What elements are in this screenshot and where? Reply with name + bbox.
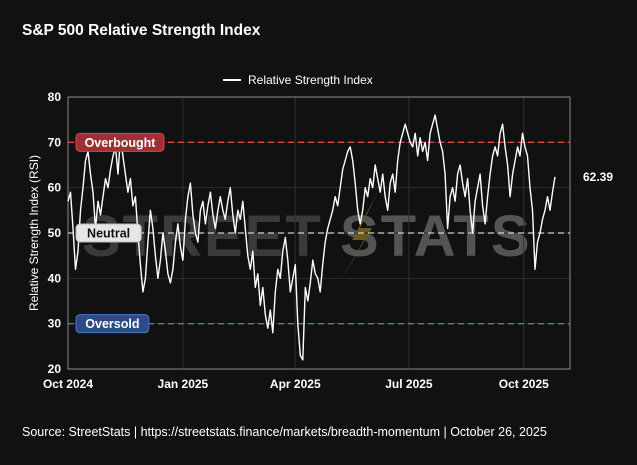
watermark-bolt-icon [340,192,378,282]
last-value-marker: 62.39 [578,166,618,187]
x-tick-label: Oct 2025 [499,377,549,391]
badge-oversold [75,314,150,334]
badge-neutral-label: Neutral [87,227,130,241]
x-axis-ticks: Oct 2024 Jan 2025 Apr 2025 Jul 2025 Oct 2025 [43,377,549,391]
badge-overbought-label: Overbought [85,136,157,150]
y-tick-label: 30 [48,317,62,331]
y-tick-label: 40 [48,271,62,285]
rsi-series-line [67,114,556,361]
y-tick-label: 70 [48,135,62,149]
y-axis-ticks: 20 30 40 50 60 70 80 [48,90,62,376]
y-tick-label: 60 [48,181,62,195]
y-tick-label: 50 [48,226,62,240]
y-axis-label: Relative Strength Index (RSI) [27,155,41,311]
y-tick-label: 80 [48,90,62,104]
y-tick-label: 20 [48,362,62,376]
chart-title: S&P 500 Relative Strength Index [22,22,261,39]
last-value-box [578,166,618,187]
badge-neutral [75,223,142,243]
x-tick-label: Jul 2025 [385,377,433,391]
badge-overbought [75,132,165,152]
legend-label: Relative Strength Index [248,73,373,87]
x-tick-label: Apr 2025 [270,377,321,391]
reference-badges: Overbought Neutral Oversold [75,132,165,334]
x-tick-label: Jan 2025 [158,377,209,391]
watermark: STREET STATS [82,192,532,282]
last-value-label: 62.39 [583,170,613,184]
watermark-stats: STATS [340,204,532,269]
legend: Relative Strength Index [223,73,373,87]
badge-oversold-label: Oversold [85,317,139,331]
source-footer: Source: StreetStats | https://streetstat… [22,425,547,439]
x-tick-label: Oct 2024 [43,377,93,391]
